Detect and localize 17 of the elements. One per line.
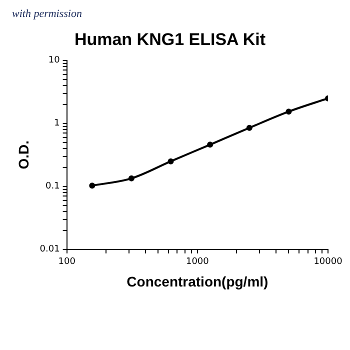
point xyxy=(89,182,96,189)
x-tick-label: 100 xyxy=(58,257,76,268)
point xyxy=(168,158,174,164)
point xyxy=(246,124,252,131)
y-tick-label: 0.01 xyxy=(40,244,60,255)
chart-title: Human KNG1 ELISA Kit xyxy=(74,30,266,49)
y-tick-label: 1 xyxy=(54,118,60,129)
x-axis-title: Concentration(pg/ml) xyxy=(126,273,268,290)
x-tick-label: 10000 xyxy=(314,257,343,268)
text: with permission xyxy=(12,8,82,20)
point xyxy=(207,142,214,148)
x-tick-label: 1000 xyxy=(186,257,210,268)
y-tick-label: 0.1 xyxy=(46,182,60,192)
y-axis-title: O.D. xyxy=(15,140,32,170)
y-tick-label: 10 xyxy=(48,56,60,66)
point xyxy=(128,175,134,182)
point xyxy=(286,108,292,115)
